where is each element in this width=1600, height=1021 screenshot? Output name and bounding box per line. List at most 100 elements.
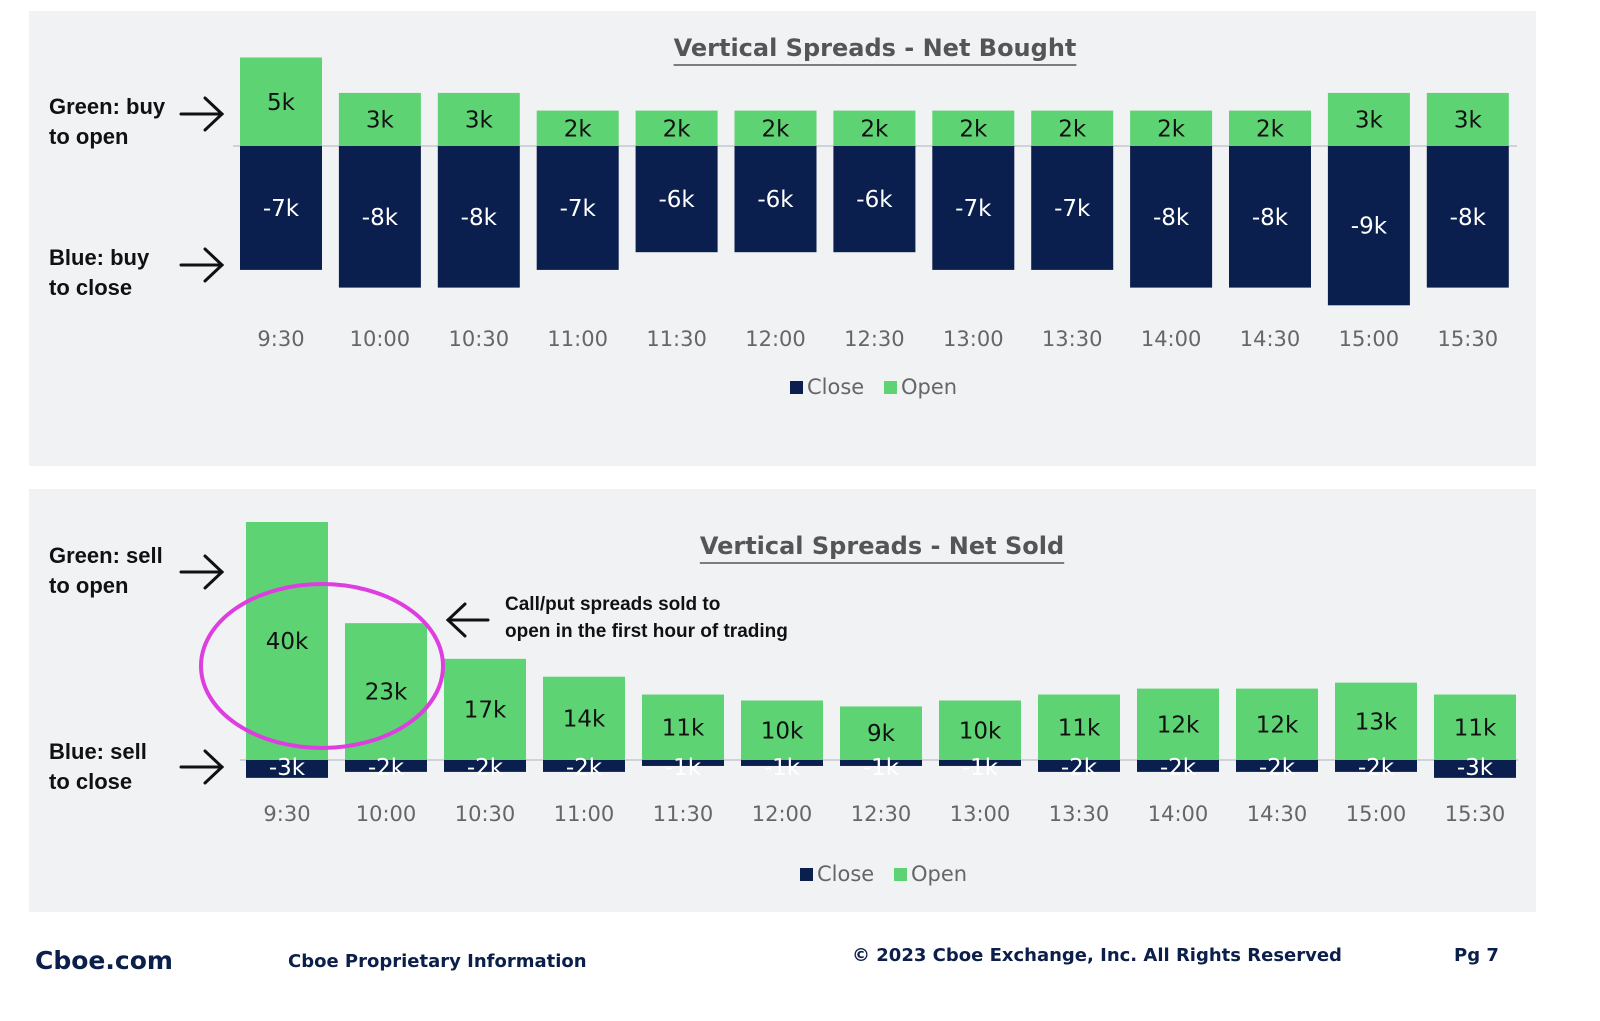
open-bar — [246, 522, 328, 760]
x-tick-label: 10:30 — [455, 802, 516, 826]
side-label-blue-top: Blue: buy to close — [49, 245, 150, 300]
x-tick-label: 15:30 — [1445, 802, 1506, 826]
chart-net-bought: 5k -7k 9:30 3k -8k 10:00 3k -8k 10:30 2k -7k 11:00 2… — [233, 34, 1517, 399]
close-bar — [635, 146, 718, 253]
legend-swatch-close — [790, 381, 803, 394]
close-bar — [338, 146, 421, 288]
x-tick-label: 14:00 — [1141, 327, 1202, 351]
open-bar — [833, 110, 916, 146]
close-data-label: -3k — [1457, 755, 1494, 781]
x-tick-label: 9:30 — [257, 327, 304, 351]
close-bar — [1327, 146, 1410, 306]
open-bar — [1327, 92, 1410, 146]
open-bar — [741, 700, 823, 760]
close-data-label: -6k — [757, 187, 794, 213]
close-bar — [1130, 146, 1213, 288]
open-bar — [1335, 682, 1417, 760]
open-data-label: 12k — [1157, 712, 1200, 738]
close-data-label: -8k — [1252, 205, 1289, 231]
annotation-arrow-icon — [445, 602, 490, 638]
close-bar — [1335, 760, 1417, 772]
open-bar — [1137, 688, 1219, 760]
close-bar — [833, 146, 916, 253]
legend: Close Open — [790, 375, 957, 399]
annotation-text-line: open in the first hour of trading — [505, 621, 788, 642]
open-data-label: 9k — [867, 721, 896, 747]
legend-label-open: Open — [901, 375, 957, 399]
close-data-label: -6k — [856, 187, 893, 213]
close-data-label: -2k — [1259, 755, 1296, 781]
close-bar — [246, 760, 328, 778]
x-tick-label: 15:30 — [1438, 327, 1499, 351]
footer-proprietary: Cboe Proprietary Information — [288, 951, 587, 972]
open-data-label: 40k — [266, 629, 309, 655]
open-bar — [437, 92, 520, 146]
close-bar — [345, 760, 427, 772]
open-data-label: 3k — [465, 107, 494, 133]
open-data-label: 14k — [563, 706, 606, 732]
close-bar — [536, 146, 619, 270]
open-data-label: 5k — [267, 90, 296, 116]
x-tick-label: 14:30 — [1247, 802, 1308, 826]
x-tick-label: 12:00 — [752, 802, 813, 826]
x-tick-label: 9:30 — [263, 802, 310, 826]
open-data-label: 3k — [1355, 107, 1384, 133]
right-arrow-icon — [179, 247, 225, 283]
x-tick-label: 14:30 — [1240, 327, 1301, 351]
open-bar — [1426, 92, 1509, 146]
close-bar — [932, 146, 1015, 270]
close-bar — [1434, 760, 1516, 778]
open-data-label: 10k — [761, 718, 804, 744]
x-tick-label: 13:30 — [1049, 802, 1110, 826]
close-bar — [734, 146, 817, 253]
open-bar — [932, 110, 1015, 146]
right-arrow-icon — [179, 554, 225, 590]
close-data-label: -8k — [1450, 205, 1487, 231]
open-bar — [536, 110, 619, 146]
open-bar — [635, 110, 718, 146]
close-bar — [1038, 760, 1120, 772]
open-data-label: 2k — [564, 116, 593, 142]
close-data-label: -3k — [269, 755, 306, 781]
chart-title: Vertical Spreads - Net Bought — [674, 34, 1077, 62]
open-bar — [338, 92, 421, 146]
close-data-label: -9k — [1351, 214, 1388, 240]
open-data-label: 11k — [1454, 715, 1497, 741]
close-data-label: -7k — [560, 196, 597, 222]
close-bar — [1031, 146, 1114, 270]
open-bar — [642, 694, 724, 760]
close-data-label: -1k — [665, 755, 702, 781]
open-bar — [543, 676, 625, 760]
close-data-label: -7k — [263, 196, 300, 222]
x-tick-label: 10:00 — [350, 327, 411, 351]
close-data-label: -2k — [1061, 755, 1098, 781]
x-tick-label: 11:30 — [653, 802, 714, 826]
legend-label-open: Open — [911, 862, 967, 886]
annotation-text-line: Call/put spreads sold to — [505, 594, 720, 615]
side-label-green-bottom: Green: sell to open — [49, 543, 163, 598]
right-arrow-icon — [179, 749, 225, 785]
chart-title: Vertical Spreads - Net Sold — [700, 532, 1064, 560]
open-bar — [240, 57, 322, 146]
open-data-label: 11k — [1058, 715, 1101, 741]
x-tick-label: 15:00 — [1346, 802, 1407, 826]
legend-label-close: Close — [807, 375, 864, 399]
side-label-green-top: Green: buy to open — [49, 94, 166, 149]
legend-swatch-close — [800, 868, 813, 881]
close-data-label: -8k — [461, 205, 498, 231]
annotation-circle — [199, 582, 445, 750]
open-bar — [840, 706, 922, 760]
x-tick-label: 10:30 — [449, 327, 510, 351]
footer-page-number: Pg 7 — [1454, 945, 1499, 966]
x-tick-label: 11:00 — [547, 327, 608, 351]
open-bar — [1434, 694, 1516, 760]
close-bar — [939, 760, 1021, 766]
close-bar — [1137, 760, 1219, 772]
close-bar — [1426, 146, 1509, 288]
close-data-label: -1k — [764, 755, 801, 781]
legend-label-close: Close — [817, 862, 874, 886]
open-data-label: 11k — [662, 715, 705, 741]
close-data-label: -6k — [658, 187, 695, 213]
chart-net-sold: 40k -3k 9:30 23k -2k 10:00 17k -2k 10:30 14k -2k 11… — [199, 522, 1518, 886]
x-tick-label: 12:00 — [745, 327, 806, 351]
